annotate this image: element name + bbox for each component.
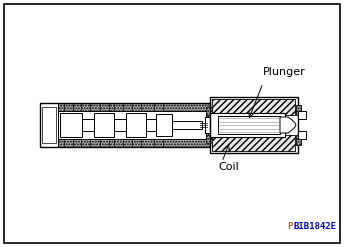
Polygon shape [280,117,296,133]
Bar [154,103,163,111]
Bar [42,107,56,143]
Bar [64,139,73,147]
Bar [172,121,202,129]
Bar [100,139,109,147]
Bar [296,135,301,145]
Bar [205,117,211,133]
Bar [206,107,212,115]
Bar [60,113,82,137]
Text: Plunger: Plunger [263,67,306,77]
Bar [298,111,306,119]
Bar [212,99,295,115]
Text: BIB1842E: BIB1842E [294,222,337,230]
Bar [40,103,58,147]
Bar [81,139,90,147]
Text: Coil: Coil [218,162,239,172]
Bar [81,103,90,111]
Bar [212,135,295,151]
Bar [100,103,109,111]
Bar [154,139,163,147]
Bar [82,119,94,131]
Bar [210,113,285,137]
Bar [132,139,141,147]
Bar [210,97,298,153]
Bar [208,113,216,137]
Bar [114,103,123,111]
Bar [114,119,126,131]
Bar [64,103,73,111]
Text: P: P [287,222,292,230]
Bar [298,131,306,139]
Bar [146,119,156,131]
Bar [58,111,206,139]
Bar [126,113,146,137]
Bar [94,113,114,137]
Bar [156,114,172,136]
Bar [218,116,280,134]
Bar [40,103,210,147]
Bar [40,103,210,147]
Bar [132,103,141,111]
Bar [114,139,123,147]
Bar [296,105,301,115]
Bar [206,135,212,143]
